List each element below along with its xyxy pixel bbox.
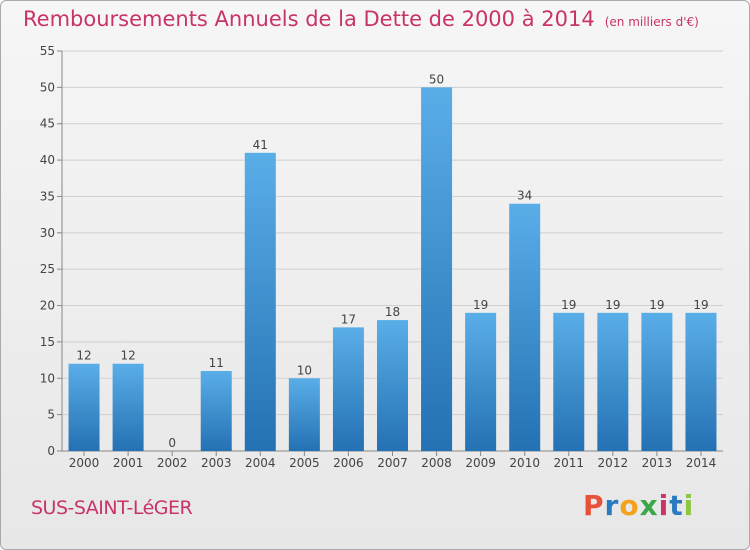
bar: [244, 152, 276, 451]
bar: [332, 327, 364, 451]
logo-letter: P: [583, 489, 605, 522]
bar: [68, 363, 100, 451]
bar-value-label: 19: [473, 298, 488, 312]
x-tick-label: 2011: [553, 456, 584, 470]
bar-value-label: 11: [209, 356, 224, 370]
y-tick-label: 45: [40, 117, 55, 131]
bar: [421, 87, 453, 451]
bar-value-label: 12: [120, 349, 135, 363]
bar-value-label: 19: [649, 298, 664, 312]
bar-value-label: 12: [76, 349, 91, 363]
y-tick-label: 40: [40, 153, 55, 167]
x-tick-label: 2001: [113, 456, 144, 470]
bar: [377, 320, 408, 451]
bar: [553, 312, 585, 451]
x-tick-label: 2010: [509, 456, 540, 470]
x-tick-label: 2008: [421, 456, 452, 470]
logo-letter: t: [669, 489, 684, 522]
logo-letter: r: [604, 489, 620, 522]
bar-value-label: 19: [693, 298, 708, 312]
y-tick-label: 0: [47, 444, 55, 458]
logo-letter: x: [639, 489, 659, 522]
bar: [200, 371, 232, 451]
bar-value-label: 19: [605, 298, 620, 312]
bar-value-label: 41: [253, 138, 268, 152]
bar-value-label: 17: [341, 312, 356, 326]
bar-value-label: 50: [429, 72, 444, 86]
y-tick-label: 20: [40, 299, 55, 313]
bar: [641, 312, 673, 451]
y-tick-label: 55: [40, 44, 55, 58]
x-tick-label: 2009: [465, 456, 496, 470]
bar-value-label: 19: [561, 298, 576, 312]
x-tick-label: 2004: [245, 456, 276, 470]
y-tick-label: 5: [47, 408, 55, 422]
bar: [509, 203, 541, 451]
y-tick-label: 15: [40, 335, 55, 349]
bar: [597, 312, 629, 451]
logo-letter: i: [683, 489, 695, 522]
x-tick-label: 2014: [686, 456, 717, 470]
x-tick-label: 2013: [642, 456, 673, 470]
chart-title: Remboursements Annuels de la Dette de 20…: [23, 7, 699, 31]
proxiti-logo: Proxiti: [583, 489, 694, 522]
bar-value-label: 34: [517, 189, 532, 203]
bar: [685, 312, 717, 451]
bar-value-label: 18: [385, 305, 400, 319]
chart-title-text: Remboursements Annuels de la Dette de 20…: [23, 7, 595, 31]
y-tick-label: 25: [40, 262, 55, 276]
bar: [465, 312, 497, 451]
x-tick-label: 2007: [377, 456, 408, 470]
bar-value-label: 0: [168, 436, 176, 450]
x-tick-label: 2003: [201, 456, 232, 470]
x-tick-label: 2002: [157, 456, 188, 470]
x-tick-label: 2000: [69, 456, 100, 470]
chart-unit: (en milliers d'€): [604, 15, 699, 29]
bar: [112, 363, 144, 451]
y-tick-label: 50: [40, 80, 55, 94]
bar-value-label: 10: [297, 363, 312, 377]
bar: [288, 378, 320, 451]
logo-letter: i: [658, 489, 670, 522]
x-tick-label: 2005: [289, 456, 320, 470]
y-tick-label: 10: [40, 371, 55, 385]
y-tick-label: 30: [40, 226, 55, 240]
town-name: SUS-SAINT-LéGER: [31, 497, 193, 519]
x-tick-label: 2006: [333, 456, 364, 470]
y-tick-label: 35: [40, 189, 55, 203]
x-tick-label: 2012: [598, 456, 629, 470]
logo-letter: o: [619, 489, 640, 522]
